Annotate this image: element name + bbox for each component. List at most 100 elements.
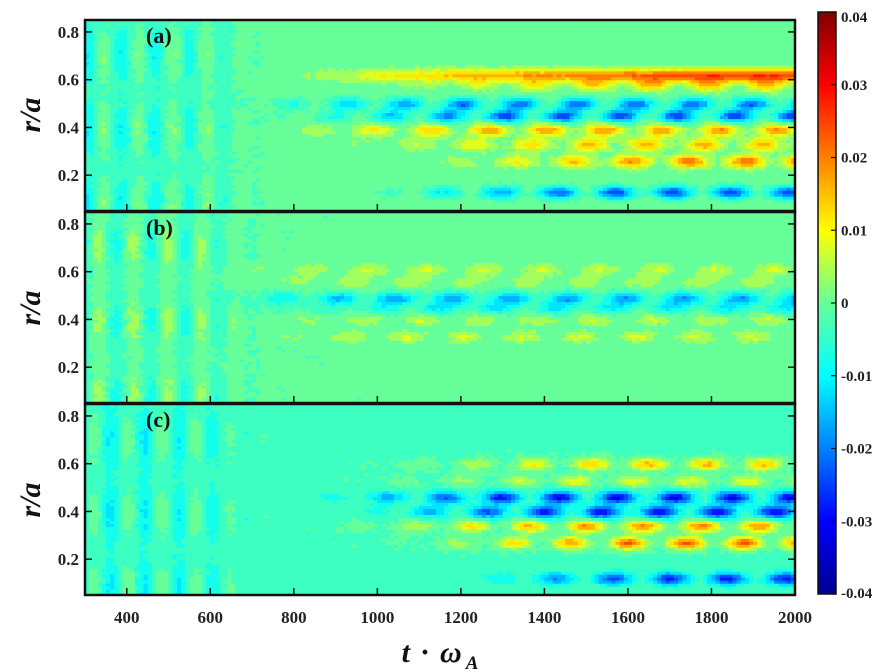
heatmap-cell <box>206 91 211 96</box>
heatmap-cell <box>293 151 299 155</box>
heatmap-cell <box>352 148 358 152</box>
heatmap-cell <box>373 181 378 185</box>
heatmap-cell <box>105 148 111 152</box>
heatmap-cell <box>373 175 378 179</box>
heatmap-cell <box>252 205 257 209</box>
heatmap-cell <box>243 112 249 117</box>
heatmap-cell <box>293 142 299 146</box>
heatmap-cell <box>381 55 387 60</box>
heatmap-cell <box>260 64 266 69</box>
heatmap-cell <box>231 205 236 209</box>
heatmap-cell <box>364 97 370 102</box>
heatmap-cell <box>89 40 94 45</box>
heatmap-cell <box>168 175 174 179</box>
heatmap-cell <box>130 64 136 69</box>
heatmap-cell <box>331 73 337 78</box>
heatmap-cell <box>360 121 366 126</box>
heatmap-cell <box>143 82 149 87</box>
heatmap-cell <box>201 49 207 54</box>
heatmap-cell <box>306 106 312 111</box>
heatmap-cell <box>293 100 299 105</box>
heatmap-cell <box>151 205 157 209</box>
heatmap-cell <box>369 52 374 57</box>
heatmap-cell <box>110 52 115 57</box>
heatmap-cell <box>394 127 399 132</box>
heatmap-cell <box>231 181 236 185</box>
heatmap-cell <box>373 190 378 194</box>
heatmap-cell <box>130 196 136 200</box>
heatmap-cell <box>335 103 341 108</box>
heatmap-cell <box>105 103 111 108</box>
heatmap-cell <box>235 133 241 137</box>
heatmap-cell <box>85 187 90 191</box>
heatmap-cell <box>268 115 274 120</box>
heatmap-cell <box>185 103 191 108</box>
heatmap-cell <box>335 202 341 206</box>
heatmap-cell <box>327 145 333 149</box>
heatmap-cell <box>356 112 362 117</box>
heatmap-cell <box>339 199 345 203</box>
heatmap-cell <box>193 100 199 105</box>
heatmap-cell <box>160 85 165 90</box>
heatmap-cell <box>114 79 120 84</box>
heatmap-cell <box>268 64 274 69</box>
heatmap-cell <box>185 55 191 60</box>
heatmap-cell <box>331 46 337 51</box>
heatmap-cell <box>385 28 391 33</box>
heatmap-cell <box>97 82 103 87</box>
heatmap-cell <box>394 37 399 42</box>
heatmap-cell <box>285 133 291 137</box>
heatmap-cell <box>369 199 374 203</box>
heatmap-cell <box>394 73 399 78</box>
heatmap-cell <box>256 151 262 155</box>
heatmap-cell <box>201 169 207 173</box>
heatmap-cell <box>105 97 111 102</box>
heatmap-cell <box>285 184 291 188</box>
heatmap-cell <box>143 151 149 155</box>
heatmap-cell <box>277 169 282 173</box>
heatmap-cell <box>318 109 324 114</box>
heatmap-cell <box>130 208 136 211</box>
heatmap-cell <box>277 121 282 126</box>
heatmap-cell <box>93 175 99 179</box>
heatmap-cell <box>339 58 345 63</box>
heatmap-cell <box>381 22 387 27</box>
heatmap-cell <box>151 130 157 134</box>
heatmap-cell <box>181 20 186 24</box>
heatmap-cell <box>139 142 145 146</box>
heatmap-cell <box>327 175 333 179</box>
heatmap-cell <box>327 199 333 203</box>
heatmap-cell <box>139 55 145 60</box>
heatmap-cell <box>201 118 207 123</box>
heatmap-cell <box>360 175 366 179</box>
heatmap-cell <box>356 55 362 60</box>
heatmap-cell <box>105 76 111 81</box>
heatmap-cell <box>201 145 207 149</box>
heatmap-cell <box>323 178 328 182</box>
heatmap-cell <box>331 127 337 132</box>
heatmap-cell <box>227 124 232 129</box>
heatmap-cell <box>164 20 170 24</box>
heatmap-cell <box>231 64 236 69</box>
heatmap-cell <box>377 169 383 173</box>
heatmap-cell <box>118 151 124 155</box>
heatmap-cell <box>210 133 216 137</box>
heatmap-cell <box>176 124 182 129</box>
heatmap-cell <box>348 190 353 194</box>
heatmap-cell <box>235 130 241 134</box>
heatmap-cell <box>298 64 303 69</box>
heatmap-cell <box>139 172 145 176</box>
heatmap-cell <box>151 151 157 155</box>
heatmap-cell <box>227 160 232 164</box>
heatmap-cell <box>298 151 303 155</box>
heatmap-cell <box>302 76 307 81</box>
heatmap-cell <box>298 49 303 54</box>
heatmap-cell <box>201 100 207 105</box>
heatmap-cell <box>343 43 349 48</box>
heatmap-cell <box>122 142 128 146</box>
heatmap-cell <box>189 142 195 146</box>
heatmap-cell <box>122 73 128 78</box>
heatmap-cell <box>214 208 220 211</box>
heatmap-cell <box>197 31 203 36</box>
heatmap-cell <box>130 79 136 84</box>
